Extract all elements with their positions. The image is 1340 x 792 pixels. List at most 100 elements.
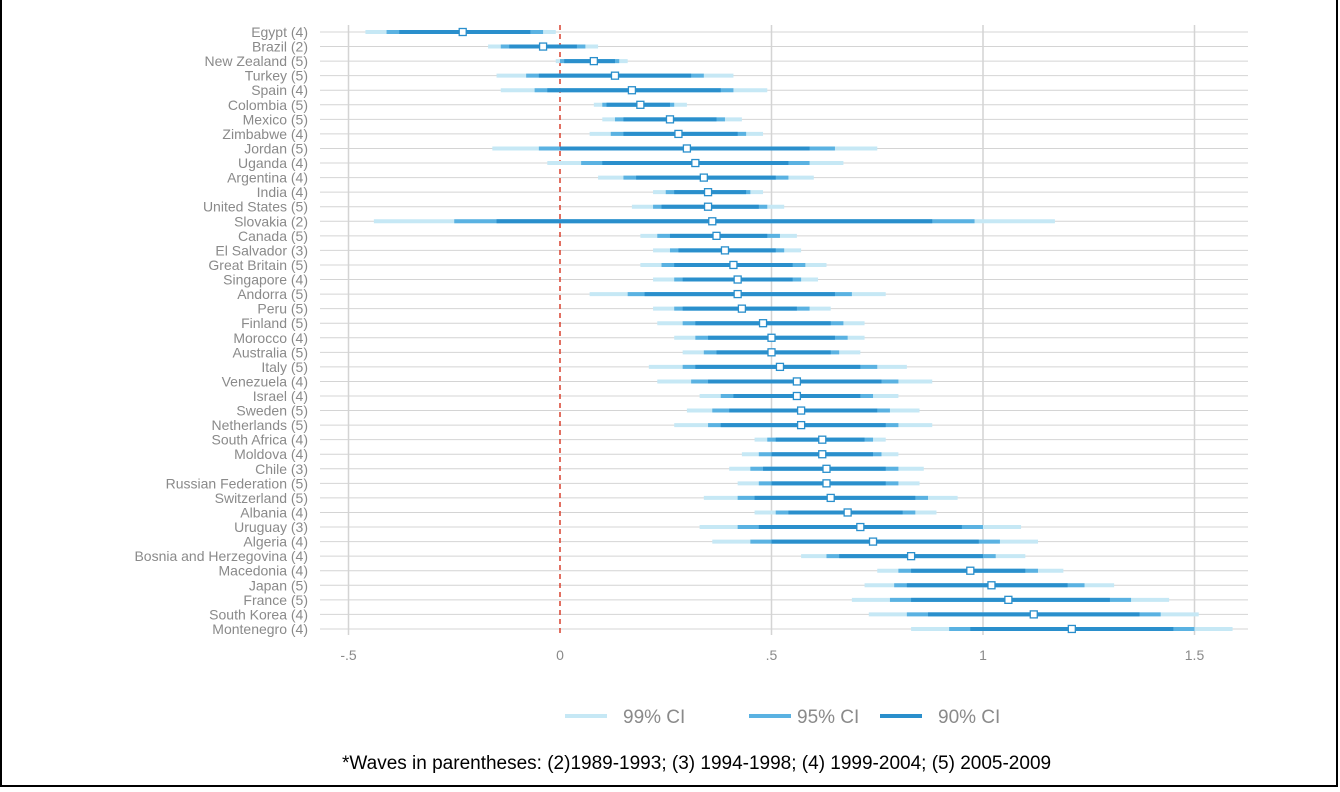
country-label: South Korea (4)	[209, 606, 308, 622]
country-label: Finland (5)	[241, 315, 308, 331]
country-label: Bosnia and Herzegovina (4)	[134, 548, 308, 564]
estimate-point	[703, 202, 713, 211]
country-label: Algeria (4)	[243, 534, 308, 550]
estimate-point	[906, 552, 916, 561]
legend-item-99: 99% CI	[565, 707, 685, 728]
x-tick-label-0: -.5	[340, 647, 357, 663]
x-tick-label-3: 1	[979, 647, 987, 663]
legend-label: 95% CI	[797, 707, 859, 728]
estimate-point	[966, 566, 975, 575]
x-tick-label-1: 0	[556, 647, 564, 663]
country-label: Slovakia (2)	[234, 213, 308, 229]
country-label: Mexico (5)	[243, 111, 308, 127]
country-label: Uruguay (3)	[234, 519, 308, 535]
country-label: Australia (5)	[233, 344, 308, 360]
estimate-point	[796, 406, 806, 415]
country-label: Macedonia (4)	[219, 563, 309, 579]
estimate-point	[818, 450, 827, 459]
estimate-point	[868, 537, 878, 546]
country-label: South Africa (4)	[212, 432, 309, 448]
country-label: Japan (5)	[249, 577, 308, 593]
estimate-point	[538, 42, 548, 51]
estimate-point	[708, 217, 717, 226]
country-label: Andorra (5)	[237, 286, 308, 302]
ci-bars-layer	[365, 30, 1233, 631]
country-label: Israel (4)	[253, 388, 308, 404]
country-label: Turkey (5)	[245, 68, 308, 84]
country-label: France (5)	[243, 592, 308, 608]
estimate-point	[691, 158, 700, 168]
country-label: Morocco (4)	[233, 330, 308, 346]
estimate-point	[665, 115, 675, 124]
x-tick-label-2: .5	[766, 647, 778, 663]
estimate-point	[822, 464, 831, 473]
country-label: Montenegro (4)	[212, 621, 308, 637]
country-label: Great Britain (5)	[208, 257, 308, 273]
estimate-point	[703, 188, 713, 197]
estimate-point	[682, 144, 692, 153]
estimate-point	[737, 304, 747, 313]
country-label: Moldova (4)	[234, 446, 308, 462]
country-label: Venezuela (4)	[222, 373, 308, 389]
country-label: Netherlands (5)	[212, 417, 309, 433]
estimate-point	[674, 129, 683, 139]
country-label: Egypt (4)	[251, 24, 308, 40]
country-label: Singapore (4)	[223, 272, 308, 288]
country-label: New Zealand (5)	[205, 53, 309, 69]
estimate-point	[699, 173, 708, 182]
country-label: Italy (5)	[261, 359, 308, 375]
estimate-point	[712, 231, 721, 240]
country-label: Spain (4)	[251, 82, 308, 98]
estimate-point	[627, 86, 637, 95]
estimate-point	[1029, 610, 1038, 619]
country-label: El Salvador (3)	[215, 242, 308, 258]
estimate-point	[589, 56, 598, 66]
estimate-point	[1067, 624, 1076, 634]
estimate-point	[987, 581, 996, 590]
country-label: Zimbabwe (4)	[222, 126, 308, 142]
country-label: India (4)	[257, 184, 308, 200]
estimate-point	[796, 420, 806, 430]
estimate-point	[856, 522, 865, 532]
legend-label: 99% CI	[623, 707, 685, 728]
estimate-point	[758, 319, 768, 328]
x-tick-labels-layer: -.5 0 .5 1 1.5	[340, 647, 1204, 663]
estimate-point	[733, 275, 742, 284]
estimate-point	[458, 27, 467, 37]
estimate-point	[720, 246, 730, 255]
legend-item-95: 95% CI	[749, 707, 859, 728]
estimate-point	[775, 362, 785, 372]
estimate-point	[826, 493, 835, 503]
country-label: Argentina (4)	[227, 170, 308, 186]
country-labels-layer: Egypt (4)Brazil (2)New Zealand (5)Turkey…	[134, 24, 308, 637]
country-label: Jordan (5)	[244, 140, 308, 156]
legend: 99% CI 95% CI 90% CI	[565, 707, 1000, 728]
legend-item-90: 90% CI	[880, 707, 1000, 728]
estimate-point	[636, 100, 645, 109]
estimate-point	[733, 289, 742, 299]
legend-label: 90% CI	[938, 707, 1000, 728]
estimate-point	[729, 260, 738, 270]
estimate-point	[818, 435, 827, 444]
estimate-point	[1004, 595, 1013, 604]
country-label: Colombia (5)	[228, 97, 308, 113]
estimate-point	[792, 391, 802, 401]
footnote: *Waves in parentheses: (2)1989-1993; (3)…	[342, 753, 1051, 774]
country-label: Peru (5)	[257, 301, 308, 317]
x-tick-label-4: 1.5	[1185, 647, 1205, 663]
estimate-point	[792, 377, 802, 386]
country-label: Uganda (4)	[238, 155, 308, 171]
estimate-point	[843, 508, 852, 517]
estimate-point	[767, 333, 776, 342]
country-label: Canada (5)	[238, 228, 308, 244]
estimate-point	[610, 71, 620, 80]
estimate-points-layer	[458, 27, 1076, 634]
country-label: Chile (3)	[255, 461, 308, 477]
country-label: Sweden (5)	[236, 403, 308, 419]
estimate-point	[822, 479, 831, 488]
country-label: United States (5)	[203, 199, 308, 215]
country-label: Albania (4)	[240, 504, 308, 520]
country-label: Switzerland (5)	[215, 490, 308, 506]
